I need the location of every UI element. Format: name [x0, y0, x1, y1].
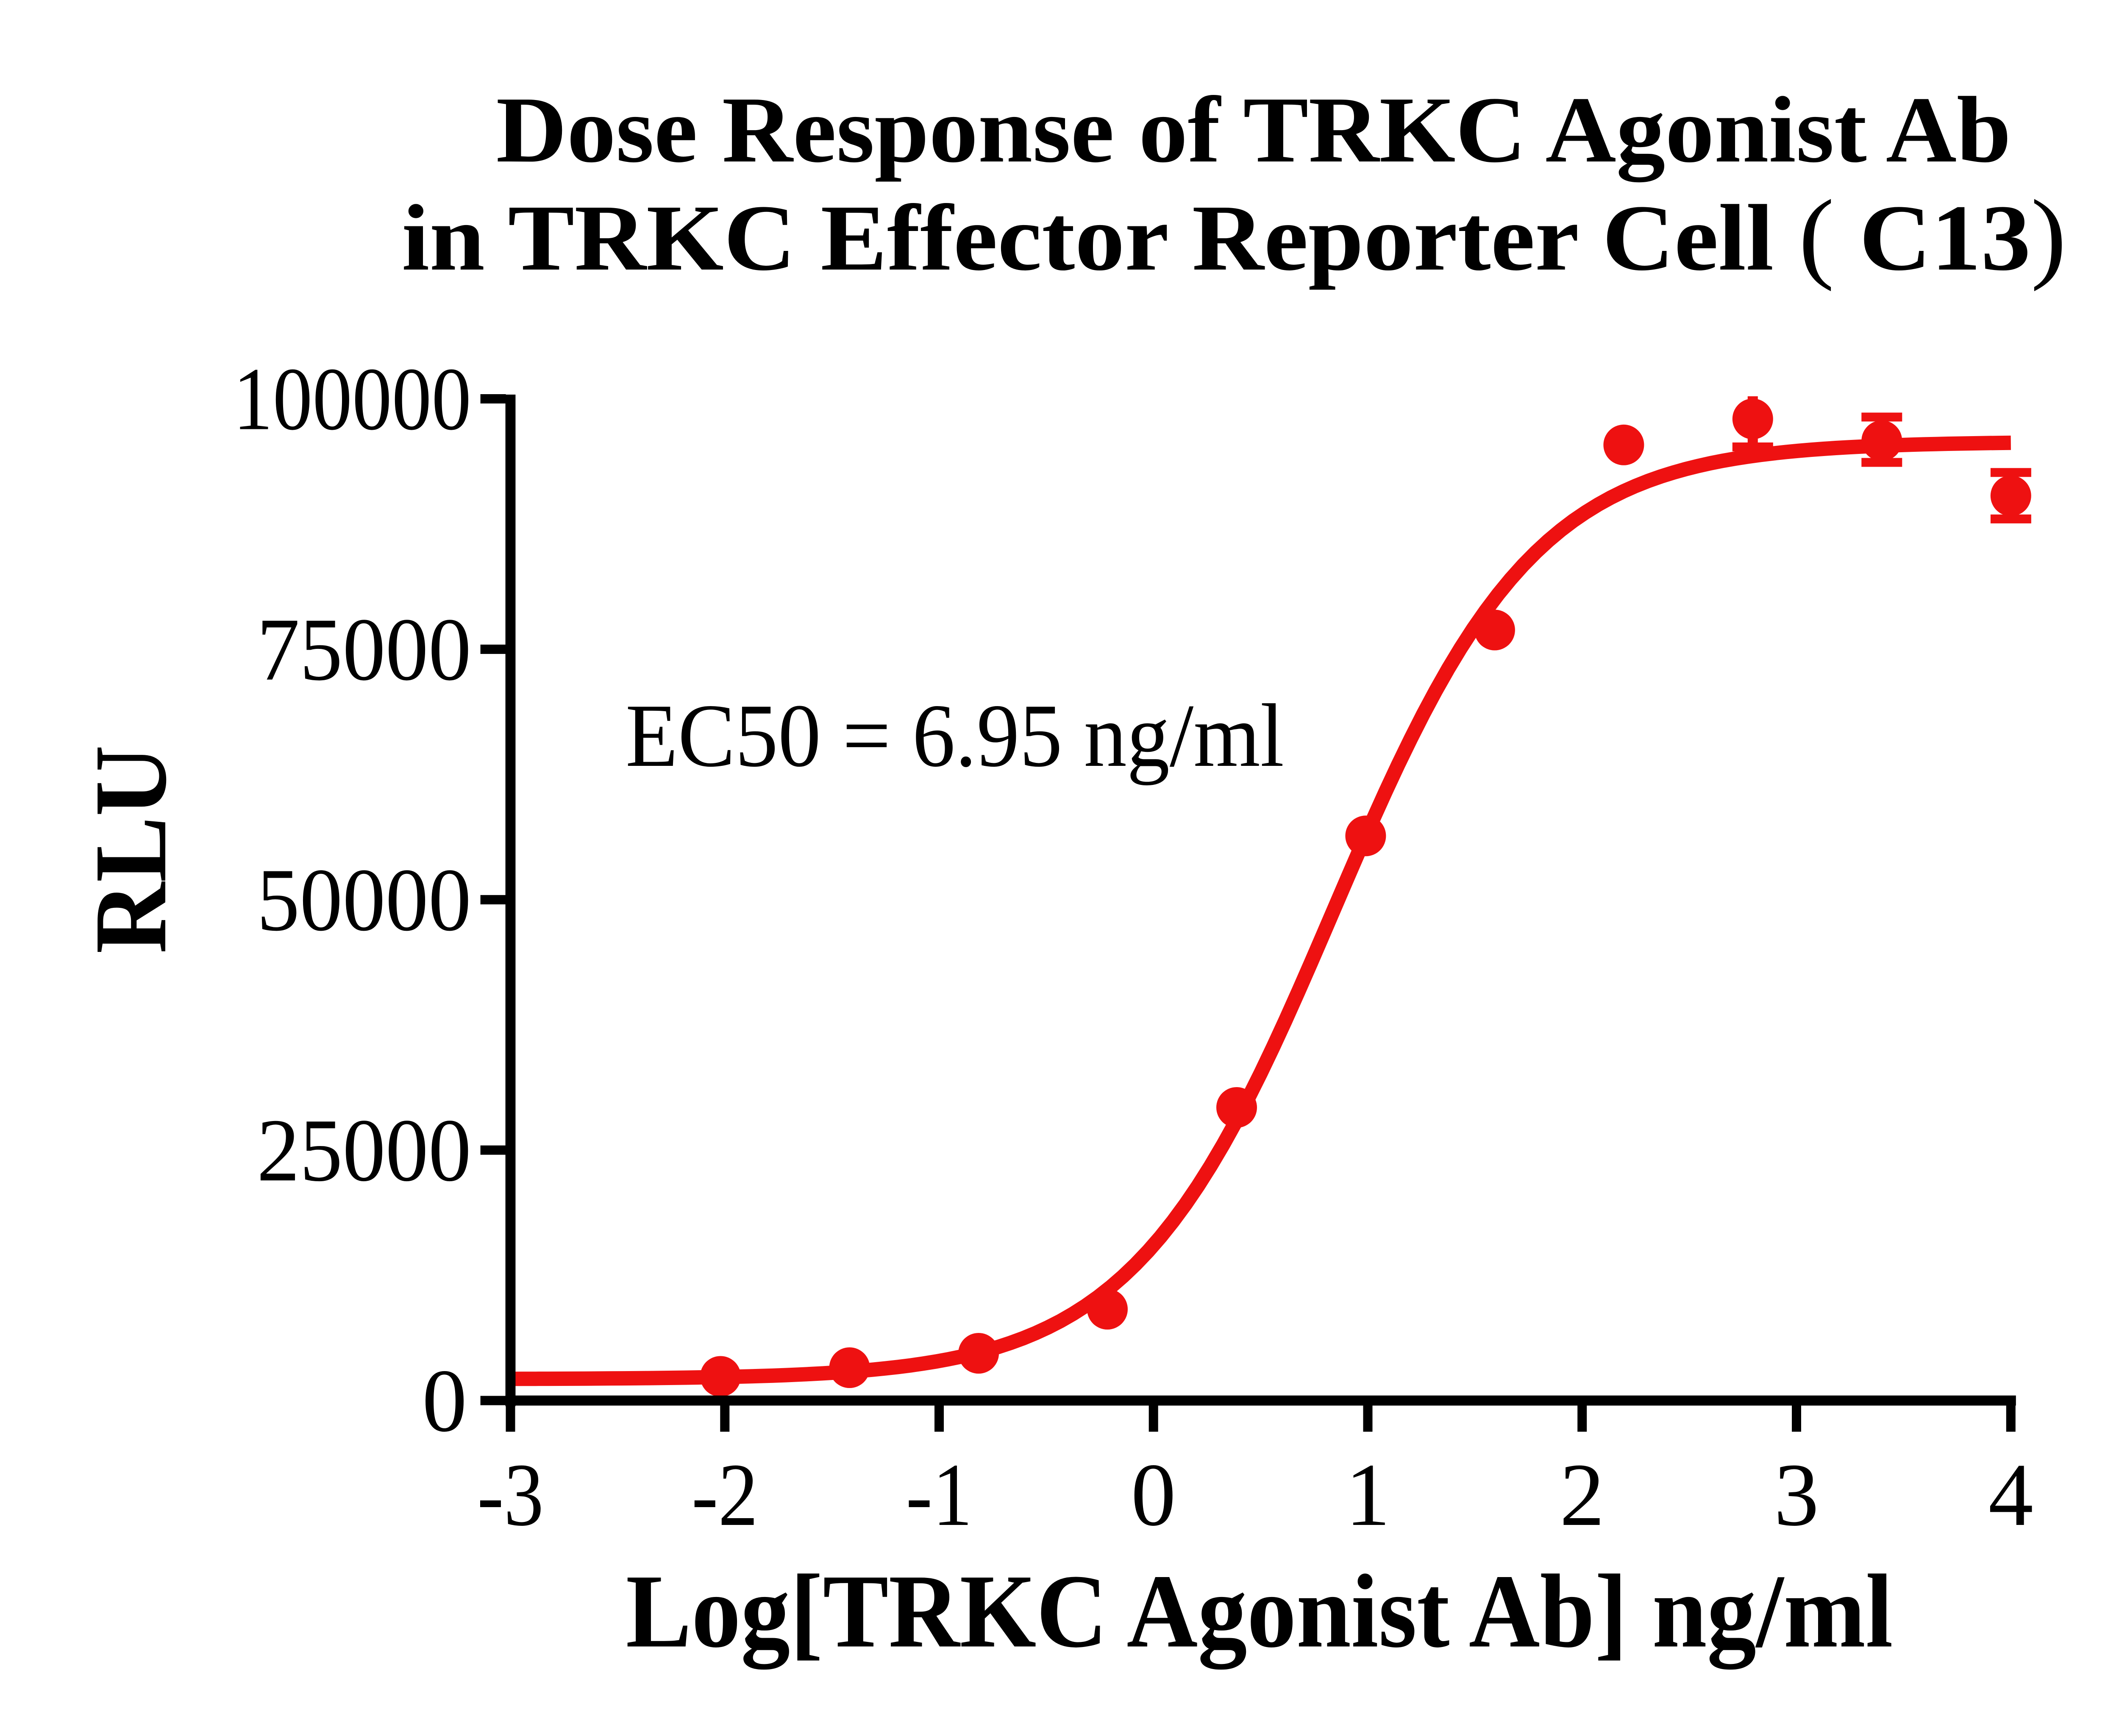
svg-text:25000: 25000: [257, 1100, 471, 1200]
svg-text:0: 0: [1131, 1445, 1176, 1544]
svg-text:-3: -3: [477, 1445, 544, 1544]
svg-text:0: 0: [422, 1351, 467, 1450]
svg-text:-2: -2: [692, 1445, 758, 1544]
svg-text:3: 3: [1774, 1445, 1819, 1544]
svg-text:50000: 50000: [257, 850, 471, 949]
svg-text:in TRKC Effector Reporter Cell: in TRKC Effector Reporter Cell ( C13): [402, 179, 2066, 292]
svg-text:-1: -1: [906, 1445, 973, 1544]
svg-text:4: 4: [1988, 1445, 2033, 1544]
svg-text:RLU: RLU: [73, 745, 188, 954]
svg-text:Log[TRKC Agonist Ab] ng/ml: Log[TRKC Agonist Ab] ng/ml: [626, 1553, 1893, 1670]
svg-text:1: 1: [1346, 1445, 1390, 1544]
svg-text:100000: 100000: [233, 349, 471, 449]
svg-text:Dose Response of TRKC Agonist: Dose Response of TRKC Agonist Ab: [496, 78, 2011, 182]
svg-text:2: 2: [1560, 1445, 1605, 1544]
svg-text:75000: 75000: [257, 599, 471, 699]
svg-text:EC50 = 6.95 ng/ml: EC50 = 6.95 ng/ml: [626, 686, 1284, 786]
